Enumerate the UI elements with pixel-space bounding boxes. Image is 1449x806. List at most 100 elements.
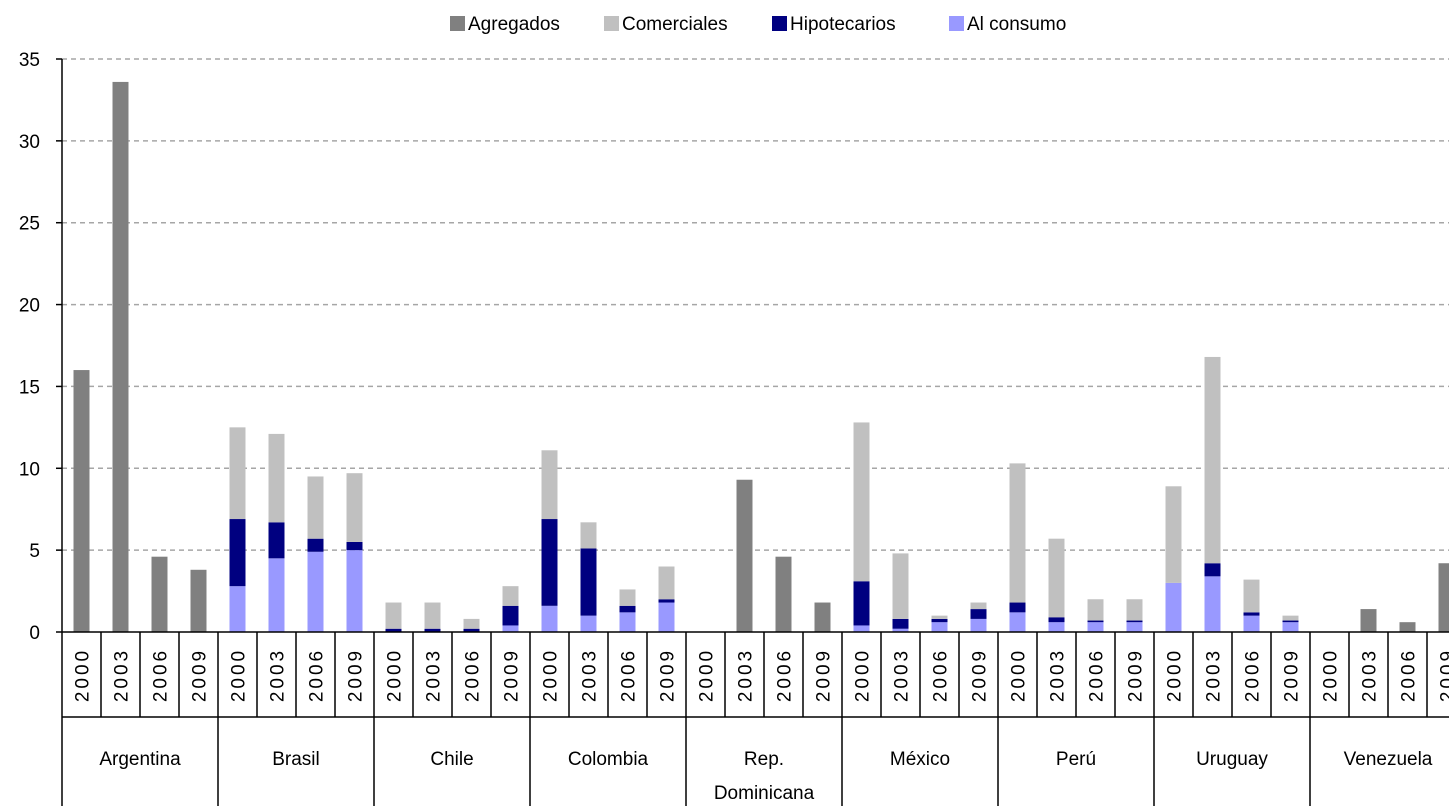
bar-hipotecarios — [1087, 620, 1104, 623]
x-tick-label-year: 2000 — [385, 648, 406, 702]
x-tick-label-year: 2009 — [346, 648, 367, 702]
legend-label: Hipotecarios — [790, 14, 896, 35]
bar-al-consumo — [658, 602, 675, 632]
x-tick-label-year: 2003 — [736, 648, 757, 702]
bar-hipotecarios — [229, 519, 246, 587]
bar-comerciales — [1282, 615, 1299, 621]
bar-comerciales — [1243, 579, 1260, 613]
bar-al-consumo — [1126, 622, 1143, 632]
bar-hipotecarios — [1204, 563, 1221, 577]
bar-comerciales — [424, 602, 441, 629]
bar-al-consumo — [307, 551, 324, 632]
bar-agregados — [112, 81, 129, 633]
bar-al-consumo — [970, 618, 987, 632]
bar-al-consumo — [1009, 612, 1026, 632]
bar-agregados — [190, 569, 207, 632]
x-tick-label-year: 2003 — [424, 648, 445, 702]
bar-comerciales — [1204, 356, 1221, 564]
legend-swatch — [604, 16, 619, 31]
bar-hipotecarios — [1048, 617, 1065, 623]
x-tick-label-year: 2003 — [1048, 648, 1069, 702]
bar-hipotecarios — [307, 538, 324, 552]
bar-comerciales — [931, 615, 948, 619]
bar-agregados — [775, 556, 792, 632]
bar-hipotecarios — [580, 548, 597, 616]
x-tick-label-year: 2006 — [775, 648, 796, 702]
x-tick-label-year: 2006 — [619, 648, 640, 702]
x-tick-label-year: 2006 — [307, 648, 328, 702]
legend-label: Comerciales — [622, 14, 728, 35]
x-tick-label-year: 2003 — [580, 648, 601, 702]
x-tick-label-year: 2003 — [268, 648, 289, 702]
bar-agregados — [736, 479, 753, 632]
x-tick-label-year: 2009 — [1126, 648, 1147, 702]
bar-al-consumo — [229, 586, 246, 632]
bar-hipotecarios — [1282, 620, 1299, 623]
bar-al-consumo — [1282, 622, 1299, 632]
x-tick-label-year: 2000 — [697, 648, 718, 702]
bar-hipotecarios — [1009, 602, 1026, 613]
x-tick-label-year: 2000 — [73, 648, 94, 702]
bar-hipotecarios — [541, 519, 558, 606]
x-tick-label-year: 2006 — [1243, 648, 1264, 702]
bar-comerciales — [307, 476, 324, 539]
bar-al-consumo — [1165, 582, 1182, 632]
x-tick-label-year: 2006 — [463, 648, 484, 702]
bar-al-consumo — [931, 622, 948, 632]
bar-hipotecarios — [346, 541, 363, 551]
bar-hipotecarios — [658, 599, 675, 603]
x-tick-label-year: 2003 — [1204, 648, 1225, 702]
bar-agregados — [73, 370, 90, 632]
bar-hipotecarios — [970, 609, 987, 619]
bar-al-consumo — [502, 625, 519, 632]
bar-al-consumo — [619, 612, 636, 632]
x-tick-label-year: 2000 — [1165, 648, 1186, 702]
y-tick-label: 0 — [29, 623, 40, 644]
x-tick-label-year: 2000 — [1321, 648, 1342, 702]
x-tick-label-year: 2009 — [190, 648, 211, 702]
bar-comerciales — [541, 450, 558, 520]
y-tick-label: 15 — [19, 377, 40, 398]
y-tick-label: 10 — [19, 459, 40, 480]
bar-comerciales — [1087, 599, 1104, 621]
bar-comerciales — [385, 602, 402, 629]
x-group-label: Colombia — [568, 749, 649, 770]
x-tick-label-year: 2003 — [112, 648, 133, 702]
legend-swatch — [949, 16, 964, 31]
bar-al-consumo — [268, 558, 285, 632]
y-axis: 0 5 10 15 20 25 30 35 — [19, 50, 63, 644]
bar-comerciales — [970, 602, 987, 610]
bar-hipotecarios — [853, 581, 870, 626]
x-tick-label-year: 2009 — [658, 648, 679, 702]
bar-hipotecarios — [502, 605, 519, 626]
bar-al-consumo — [1087, 622, 1104, 632]
y-tick-label: 5 — [29, 541, 40, 562]
bar-al-consumo — [580, 615, 597, 632]
x-tick-label-year: 2009 — [1438, 648, 1449, 702]
bar-agregados — [814, 602, 831, 632]
bar-al-consumo — [541, 605, 558, 632]
x-tick-label-year: 2003 — [1360, 648, 1381, 702]
bars — [73, 81, 1449, 633]
x-tick-label-year: 2000 — [853, 648, 874, 702]
x-group-label: Argentina — [99, 749, 181, 770]
bar-comerciales — [580, 522, 597, 549]
bar-al-consumo — [346, 550, 363, 632]
x-group-label: Rep. — [744, 749, 784, 770]
bar-agregados — [1399, 622, 1416, 632]
bar-hipotecarios — [268, 522, 285, 559]
bar-comerciales — [658, 566, 675, 600]
bar-hipotecarios — [1243, 612, 1260, 616]
y-tick-label: 30 — [19, 132, 40, 153]
x-tick-label-year: 2000 — [229, 648, 250, 702]
bar-comerciales — [1009, 463, 1026, 603]
legend-swatch — [772, 16, 787, 31]
x-tick-label-year: 2006 — [1399, 648, 1420, 702]
legend-swatch — [450, 16, 465, 31]
legend: Agregados Comerciales Hipotecarios Al consu… — [450, 14, 1066, 35]
x-tick-label-year: 2006 — [151, 648, 172, 702]
x-group-label: Venezuela — [1344, 749, 1433, 770]
bar-hipotecarios — [892, 618, 909, 629]
x-group-label: Dominicana — [714, 783, 815, 804]
x-tick-label-year: 2009 — [502, 648, 523, 702]
